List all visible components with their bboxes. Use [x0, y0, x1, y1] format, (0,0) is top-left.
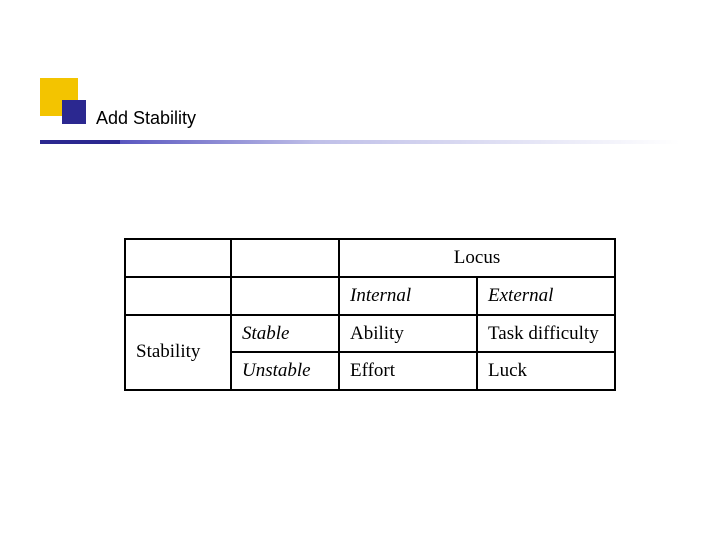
row-group-header: Stability: [125, 315, 231, 391]
cell-empty: [125, 277, 231, 315]
cell-unstable-external: Luck: [477, 352, 615, 390]
title-underline-gradient: [120, 140, 680, 144]
table: Locus Internal External Stability Stable…: [124, 238, 616, 391]
attribution-table: Locus Internal External Stability Stable…: [124, 238, 614, 391]
column-header-internal: Internal: [339, 277, 477, 315]
column-group-header: Locus: [339, 239, 615, 277]
cell-empty: [231, 277, 339, 315]
title-underline-solid: [40, 140, 120, 144]
table-row: Stability Stable Ability Task difficulty: [125, 315, 615, 353]
bullet-square-blue: [62, 100, 86, 124]
cell-empty: [231, 239, 339, 277]
cell-unstable-internal: Effort: [339, 352, 477, 390]
title-underline: [40, 140, 680, 144]
row-header-unstable: Unstable: [231, 352, 339, 390]
row-header-stable: Stable: [231, 315, 339, 353]
table-row: Internal External: [125, 277, 615, 315]
cell-empty: [125, 239, 231, 277]
table-row: Locus: [125, 239, 615, 277]
column-header-external: External: [477, 277, 615, 315]
cell-stable-external: Task difficulty: [477, 315, 615, 353]
slide: Add Stability Locus Internal External St…: [0, 0, 720, 540]
cell-stable-internal: Ability: [339, 315, 477, 353]
page-title: Add Stability: [96, 108, 196, 129]
